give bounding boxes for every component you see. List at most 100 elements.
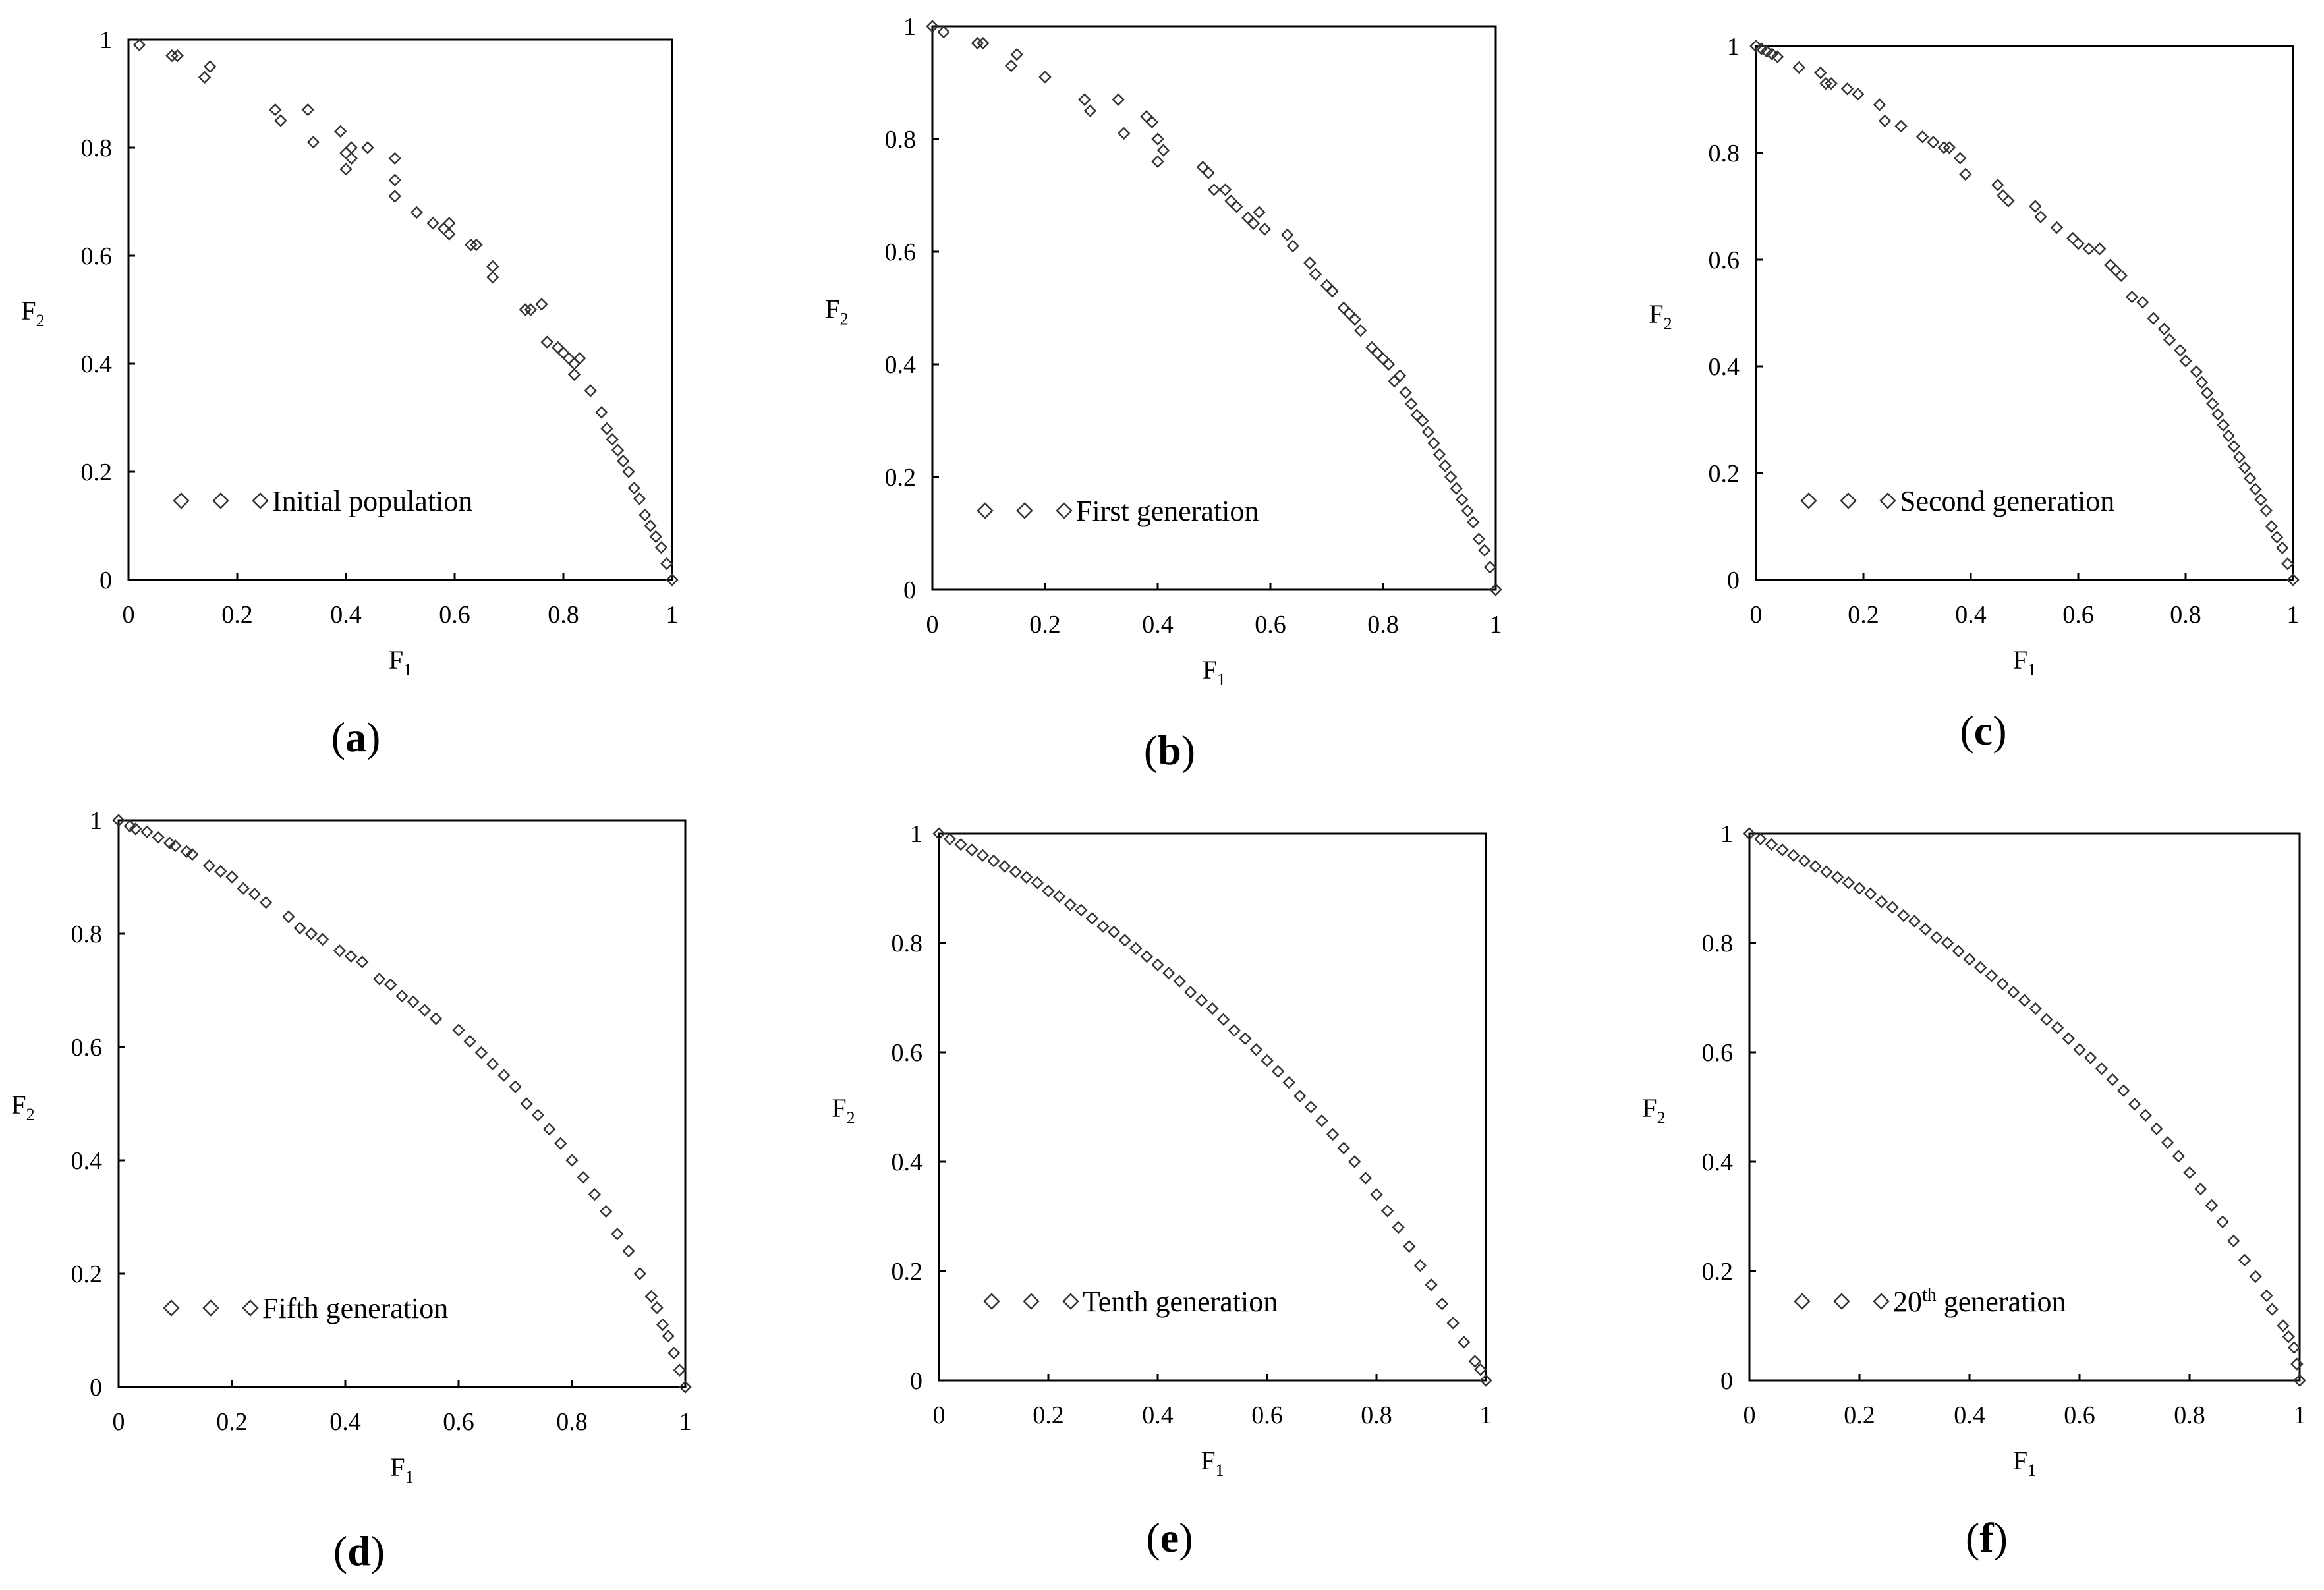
data-point bbox=[542, 1123, 556, 1136]
data-point bbox=[557, 346, 570, 360]
data-point bbox=[198, 71, 212, 84]
data-point bbox=[1937, 141, 1950, 154]
caption-open: ( bbox=[333, 1527, 347, 1574]
x-tick-label: 0 bbox=[113, 1408, 125, 1436]
y-tick-label: 1 bbox=[910, 820, 922, 848]
x-axis-label-text: F bbox=[390, 1452, 405, 1482]
data-point bbox=[567, 357, 581, 370]
data-point bbox=[2062, 1032, 2075, 1045]
data-point bbox=[2222, 429, 2235, 442]
data-point bbox=[1927, 136, 1940, 149]
data-point bbox=[2244, 472, 2257, 485]
data-point bbox=[388, 190, 401, 203]
data-point bbox=[2050, 221, 2064, 235]
legend-marker bbox=[1879, 492, 1896, 509]
legend-marker bbox=[1056, 502, 1073, 519]
data-point bbox=[638, 508, 652, 522]
y-axis-label: F2 bbox=[1649, 299, 1672, 333]
data-point bbox=[1425, 1278, 1438, 1292]
y-tick-label: 1 bbox=[90, 807, 102, 835]
data-point bbox=[1908, 915, 1921, 928]
data-point bbox=[673, 1363, 687, 1377]
data-point bbox=[1467, 515, 1480, 529]
data-point bbox=[1230, 200, 1243, 213]
data-point bbox=[2084, 1051, 2097, 1064]
data-point bbox=[237, 882, 250, 895]
x-tick-label: 0 bbox=[926, 611, 939, 639]
panel-caption: (e) bbox=[1146, 1514, 1193, 1561]
data-point bbox=[129, 822, 142, 836]
data-point bbox=[2286, 573, 2300, 586]
y-tick-label: 0.8 bbox=[71, 921, 103, 948]
legend: 20th generation bbox=[1794, 1285, 2066, 1318]
y-tick-label: 0.2 bbox=[892, 1258, 923, 1286]
y-tick-label: 0.8 bbox=[1709, 140, 1740, 167]
data-point bbox=[1151, 958, 1164, 971]
data-point bbox=[1997, 189, 2010, 202]
x-tick-label: 1 bbox=[2287, 601, 2300, 629]
series-f bbox=[1743, 827, 2306, 1387]
data-point bbox=[1078, 93, 1091, 106]
y-tick-label: 1 bbox=[99, 26, 112, 54]
data-point bbox=[1218, 183, 1232, 196]
data-point bbox=[306, 136, 320, 149]
data-point bbox=[214, 865, 227, 878]
data-point bbox=[1438, 459, 1452, 472]
y-tick-label: 0 bbox=[99, 567, 112, 594]
data-point bbox=[2034, 210, 2047, 223]
y-axis-label: F2 bbox=[1642, 1093, 1665, 1127]
data-point bbox=[2002, 194, 2015, 208]
data-point bbox=[1382, 358, 1396, 371]
x-tick-label: 0.8 bbox=[2174, 1402, 2205, 1429]
data-point bbox=[274, 114, 287, 127]
legend-marker bbox=[1794, 1293, 1811, 1310]
y-axis-label-text: F bbox=[832, 1093, 846, 1123]
data-point bbox=[531, 1108, 545, 1122]
data-point bbox=[1814, 66, 1827, 80]
data-point bbox=[1315, 1114, 1328, 1127]
x-axis-label-text: F bbox=[2013, 645, 2027, 675]
data-point bbox=[1140, 110, 1153, 123]
series-e bbox=[932, 827, 1492, 1387]
data-point bbox=[1303, 256, 1317, 270]
legend-marker bbox=[242, 1299, 259, 1317]
x-axis-label-text: F bbox=[389, 645, 403, 675]
data-point bbox=[1207, 183, 1221, 196]
caption-letter: e bbox=[1160, 1514, 1179, 1561]
data-point bbox=[1474, 1363, 1487, 1377]
series-c bbox=[1749, 40, 2300, 586]
data-point bbox=[1337, 1141, 1350, 1154]
data-point bbox=[2066, 231, 2080, 245]
y-axis-label-subscript: 2 bbox=[36, 311, 45, 330]
data-point bbox=[1919, 923, 1932, 936]
data-point bbox=[1444, 470, 1458, 484]
data-point bbox=[1842, 876, 1855, 890]
data-point bbox=[1954, 152, 1967, 165]
data-point bbox=[345, 141, 358, 154]
data-point bbox=[2206, 397, 2219, 411]
data-point bbox=[2195, 376, 2209, 389]
data-point bbox=[1286, 239, 1299, 253]
series-b bbox=[926, 20, 1502, 596]
data-point bbox=[1206, 1002, 1219, 1015]
data-point bbox=[2238, 461, 2252, 474]
data-point bbox=[656, 1318, 669, 1332]
data-point bbox=[1996, 977, 2009, 990]
x-axis-label-subscript: 1 bbox=[403, 660, 412, 679]
data-point bbox=[186, 847, 199, 861]
data-point bbox=[509, 1080, 522, 1093]
data-point bbox=[1380, 1205, 1394, 1218]
data-point bbox=[1370, 1188, 1383, 1201]
data-point bbox=[2157, 322, 2171, 335]
y-tick-label: 0.6 bbox=[1702, 1039, 1734, 1067]
data-point bbox=[1771, 50, 1784, 63]
data-point bbox=[1456, 493, 1469, 506]
data-point bbox=[1403, 1239, 1416, 1253]
data-point bbox=[1376, 352, 1390, 366]
data-point bbox=[1195, 994, 1208, 1007]
data-point bbox=[2040, 1013, 2053, 1026]
x-axis-label-subscript: 1 bbox=[405, 1467, 414, 1487]
data-point bbox=[1038, 71, 1052, 84]
x-tick-label: 0.6 bbox=[2064, 1402, 2095, 1429]
